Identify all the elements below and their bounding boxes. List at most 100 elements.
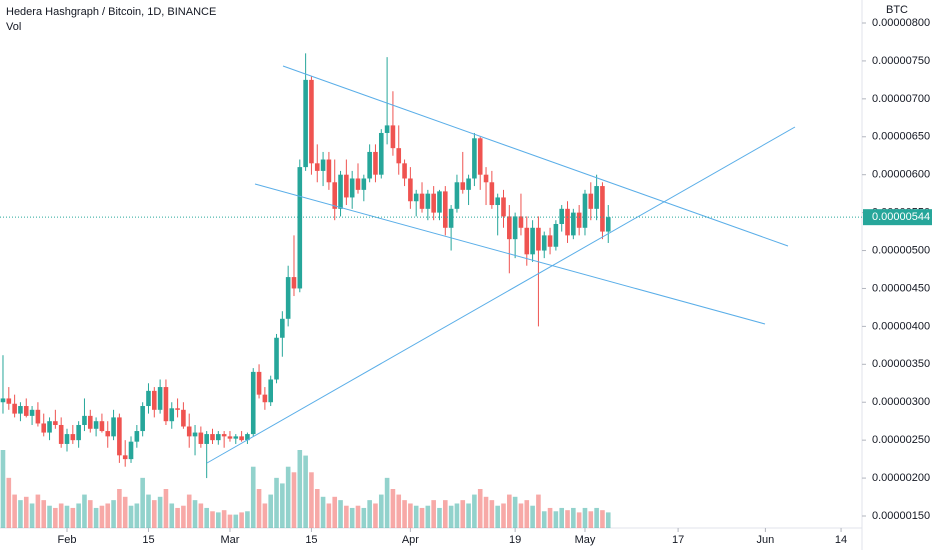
candle-body <box>419 193 425 209</box>
volume-bar <box>355 505 361 528</box>
volume-bar <box>239 512 244 528</box>
volume-bar <box>175 507 180 528</box>
candle-body <box>47 421 52 433</box>
volume-bar <box>291 472 297 528</box>
candle-body <box>35 409 41 424</box>
candle-body <box>303 79 308 168</box>
candle-body <box>326 159 332 183</box>
volume-bar <box>152 500 157 528</box>
volume-bar <box>6 477 12 528</box>
volume-bar <box>454 503 460 528</box>
volume-bar <box>76 503 81 528</box>
volume-bar <box>58 503 64 528</box>
candle-body <box>274 337 279 380</box>
candle-body <box>297 167 303 289</box>
y-tick-label: 0.00000150 <box>872 510 930 522</box>
candle-body <box>221 434 227 437</box>
candle-body <box>134 431 140 442</box>
volume-bar <box>501 503 506 528</box>
y-tick-label: 0.00000600 <box>872 169 930 181</box>
candle-body <box>76 424 81 441</box>
trend-line <box>206 126 796 464</box>
volume-bar <box>559 507 564 528</box>
volume-bar <box>192 500 198 528</box>
candle-body <box>6 398 12 404</box>
volume-bar <box>373 503 378 528</box>
candle-body <box>483 174 489 183</box>
candle-body <box>192 432 198 437</box>
volume-bar <box>477 489 483 528</box>
volume-bar <box>396 494 402 528</box>
volume-bar <box>466 503 471 528</box>
candle-body <box>268 379 273 403</box>
candle-body <box>169 408 175 422</box>
candle-body <box>12 403 17 414</box>
candle-body <box>536 227 541 251</box>
y-tick-label: 0.00000500 <box>872 244 930 256</box>
volume-bar <box>536 494 541 528</box>
candle-body <box>565 208 570 236</box>
volume-bar <box>70 507 76 528</box>
candle-body <box>530 227 535 255</box>
candle-body <box>58 424 64 444</box>
candle-body <box>466 178 471 190</box>
candle-body <box>524 227 530 255</box>
candle-body <box>250 371 256 435</box>
candle-body <box>431 193 436 213</box>
volume-bar <box>117 489 122 528</box>
candle-body <box>285 277 291 319</box>
candle-body <box>454 182 460 209</box>
candle-body <box>588 193 594 209</box>
candle-body <box>157 387 163 410</box>
candle-body <box>99 421 105 432</box>
y-tick-label: 0.00000250 <box>872 434 930 446</box>
x-tick-label: 14 <box>835 534 847 546</box>
candle-body <box>460 182 466 190</box>
volume-bar <box>29 503 35 528</box>
volume-bar <box>169 503 175 528</box>
volume-bar <box>332 496 338 528</box>
volume-bar <box>582 507 588 528</box>
candle-body <box>338 174 343 209</box>
candle-body <box>332 182 338 209</box>
candle-body <box>163 387 169 422</box>
volume-bar <box>553 511 559 528</box>
candle-body <box>291 277 297 289</box>
volume-bar <box>256 489 262 528</box>
candle-body <box>146 390 151 407</box>
volume-bar <box>425 505 431 528</box>
candle-body <box>489 182 495 206</box>
volume-bar <box>547 507 553 528</box>
volume-bar <box>326 503 332 528</box>
volume-bar <box>82 494 87 528</box>
volume-bar <box>460 500 466 528</box>
y-tick-label: 0.00000400 <box>872 320 930 332</box>
y-tick-label: 0.00000650 <box>872 131 930 143</box>
candle-body <box>64 434 70 444</box>
candle-body <box>518 216 524 228</box>
x-tick-label: Feb <box>58 534 77 546</box>
candle-body <box>309 79 314 164</box>
volume-bar <box>361 507 367 528</box>
last-price-label: 0.00000544 <box>872 211 930 223</box>
volume-label: Vol <box>6 21 21 33</box>
y-tick-label: 0.00000750 <box>872 55 930 67</box>
y-tick-label: 0.00000700 <box>872 93 930 105</box>
volume-bar <box>41 500 47 528</box>
candle-body <box>186 426 192 437</box>
volume-bar <box>588 511 594 528</box>
volume-bar <box>565 510 570 528</box>
volume-bar <box>541 511 547 528</box>
candle-body <box>198 432 204 444</box>
candle-body <box>320 159 326 171</box>
last-price-box <box>863 209 932 226</box>
candle-body <box>367 151 372 179</box>
candle-body <box>600 186 605 232</box>
volume-bar <box>216 512 221 528</box>
volume-bar <box>507 494 512 528</box>
candle-body <box>541 235 547 251</box>
x-tick-label: 17 <box>672 534 684 546</box>
volume-bar <box>309 472 314 528</box>
candle-body <box>239 436 244 441</box>
